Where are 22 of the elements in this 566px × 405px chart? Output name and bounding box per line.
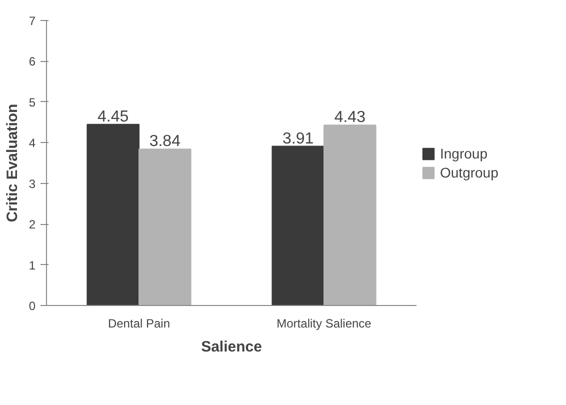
y-tick-label: 7: [28, 14, 36, 28]
y-tick-label: 5: [28, 95, 36, 110]
x-tick-label: Mortality Salience: [276, 316, 372, 330]
data-label: 4.43: [334, 109, 366, 126]
y-tick-label: 2: [28, 218, 36, 232]
y-tick-label: 6: [28, 54, 36, 69]
x-axis-title: Salience: [201, 338, 262, 356]
data-label: 4.45: [98, 108, 129, 126]
bar: [324, 124, 376, 306]
legend-label: Ingroup: [440, 145, 488, 161]
legend-label: Outgroup: [440, 164, 498, 180]
data-label: 3.91: [282, 130, 314, 148]
bar: [86, 124, 140, 306]
y-axis-title: Critic Evaluation: [4, 104, 21, 222]
bar: [138, 148, 192, 306]
y-tick-label: 3: [28, 176, 36, 191]
y-tick-label: 1: [28, 258, 36, 272]
y-tick-label: 4: [28, 136, 36, 150]
y-tick-label: 0: [28, 299, 36, 313]
data-label: 3.84: [149, 133, 181, 150]
x-tick-label: Dental Pain: [108, 316, 170, 330]
bar: [272, 146, 324, 306]
